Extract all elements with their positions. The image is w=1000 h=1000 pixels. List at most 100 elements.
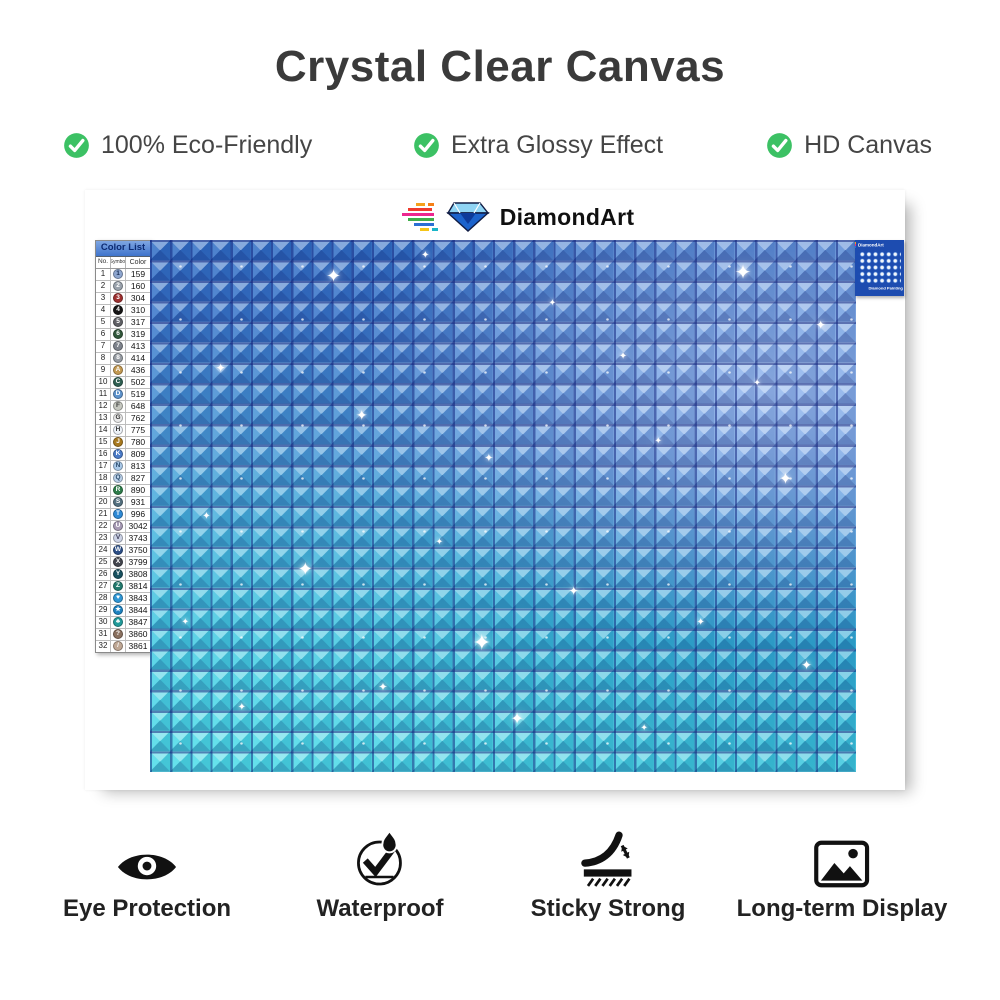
- color-list-row: 27 Z 3814: [96, 580, 150, 593]
- mini-logo-icon: [855, 242, 856, 248]
- sparkle-icon: [619, 352, 627, 362]
- color-list-row: 2 2 160: [96, 280, 150, 293]
- row-no: 2: [96, 280, 111, 292]
- color-list-row: 3 3 304: [96, 292, 150, 305]
- row-no: 5: [96, 316, 111, 328]
- feature-glossy: Extra Glossy Effect: [413, 131, 663, 160]
- benefit-sticky-strong: Sticky Strong: [531, 826, 685, 923]
- row-no: 14: [96, 424, 111, 436]
- color-code: 3814: [128, 580, 148, 591]
- diamond-logo-icon: [401, 202, 490, 232]
- symbol-swatch: C: [113, 377, 123, 387]
- symbol-swatch: ?: [113, 629, 123, 639]
- long-term-display-icon: [814, 840, 870, 888]
- row-no: 16: [96, 448, 111, 460]
- thumbnail-header: DiamondArt: [855, 240, 904, 250]
- color-list-row: 24 W 3750: [96, 544, 150, 557]
- feature-label: Extra Glossy Effect: [451, 131, 664, 159]
- symbol-swatch: U: [113, 521, 123, 531]
- symbol-swatch: 7: [113, 341, 123, 351]
- color-code: 436: [130, 364, 146, 375]
- sparkle-icon: [696, 618, 704, 628]
- header-no: No.: [96, 256, 111, 268]
- color-list-row: 10 C 502: [96, 376, 150, 389]
- color-code: 414: [130, 352, 146, 363]
- waterproof-icon: [356, 830, 402, 886]
- row-no: 10: [96, 376, 111, 388]
- row-no: 9: [96, 364, 111, 376]
- symbol-swatch: S: [113, 497, 123, 507]
- color-list-row: 25 X 3799: [96, 556, 150, 569]
- symbol-swatch: /: [113, 641, 123, 651]
- row-no: 25: [96, 556, 111, 568]
- color-list-row: 31? 3860: [96, 628, 150, 641]
- row-no: 11: [96, 388, 111, 400]
- row-no: 24: [96, 544, 111, 556]
- color-code: 813: [130, 460, 146, 471]
- symbol-swatch: R: [113, 485, 123, 495]
- thumbnail-caption: Diamond Painting Set: [868, 286, 904, 291]
- row-no: 8: [96, 352, 111, 364]
- sparkle-icon: [182, 619, 190, 628]
- color-list-row: 23 V 3743: [96, 532, 150, 545]
- header-color: Color: [129, 258, 147, 266]
- sparkle-icon: [421, 251, 429, 261]
- color-list: Color List No. Symbol Color 111592216033…: [95, 240, 151, 653]
- thumbnail-brand: DiamondArt: [857, 242, 884, 248]
- symbol-swatch: ♣: [113, 617, 123, 627]
- color-list-row: 13 G 762: [96, 412, 150, 425]
- symbol-swatch: K: [113, 449, 123, 459]
- benefit-long-term-display: Long-term Display: [737, 826, 947, 923]
- symbol-swatch: 2: [113, 281, 123, 291]
- color-list-row: 26 Y 3808: [96, 568, 150, 581]
- benefit-label: Eye Protection: [62, 895, 232, 922]
- row-no: 4: [96, 304, 111, 316]
- color-code: 775: [130, 424, 146, 435]
- color-list-row: 4 4 310: [96, 304, 150, 317]
- color-list-header: No. Symbol Color: [96, 256, 150, 269]
- row-no: 12: [96, 400, 111, 412]
- feature-row: 100% Eco-Friendly Extra Glossy Effect HD…: [0, 131, 1000, 167]
- header-symbol: Symbol: [111, 256, 126, 268]
- eye-icon: [117, 854, 177, 880]
- drill-canvas: [150, 240, 856, 772]
- row-no: 6: [96, 328, 111, 340]
- product-card: DiamondArt Color List No. Symbol Color 1…: [85, 190, 905, 790]
- sparkle-icon: [735, 262, 752, 282]
- color-code: 3847: [128, 616, 148, 627]
- color-code: 931: [130, 496, 146, 507]
- check-icon: [767, 133, 793, 158]
- symbol-swatch: W: [113, 545, 123, 555]
- feature-hd-canvas: HD Canvas: [766, 131, 932, 160]
- color-code: 3042: [128, 520, 148, 531]
- color-list-row: 16 K 809: [96, 448, 150, 461]
- color-code: 3861: [128, 640, 148, 651]
- symbol-swatch: G: [113, 413, 123, 423]
- symbol-swatch: X: [113, 557, 123, 567]
- color-code: 519: [130, 388, 146, 399]
- sparkle-icon: [655, 438, 663, 447]
- color-code: 648: [130, 400, 146, 411]
- symbol-swatch: Z: [113, 581, 123, 591]
- row-no: 32: [96, 640, 111, 652]
- row-no: 7: [96, 340, 111, 352]
- color-list-row: 6 6 319: [96, 328, 150, 341]
- row-no: 23: [96, 532, 111, 544]
- symbol-swatch: 3: [113, 293, 123, 303]
- color-code: 809: [130, 448, 146, 459]
- row-no: 29: [96, 604, 111, 616]
- symbol-swatch: V: [113, 533, 123, 543]
- color-list-row: 5 5 317: [96, 316, 150, 329]
- row-no: 27: [96, 580, 111, 592]
- color-list-row: 7 7 413: [96, 340, 150, 353]
- feature-eco-friendly: 100% Eco-Friendly: [63, 131, 312, 160]
- color-code: 304: [130, 292, 146, 303]
- color-list-row: 19 R 890: [96, 484, 150, 497]
- color-code: 3750: [128, 544, 148, 555]
- color-code: 3844: [128, 604, 148, 615]
- sparkle-icon: [484, 453, 493, 464]
- benefit-label: Waterproof: [316, 895, 444, 922]
- color-list-row: 11 D 519: [96, 388, 150, 401]
- benefits-row: Eye Protection Waterproof: [0, 826, 1000, 936]
